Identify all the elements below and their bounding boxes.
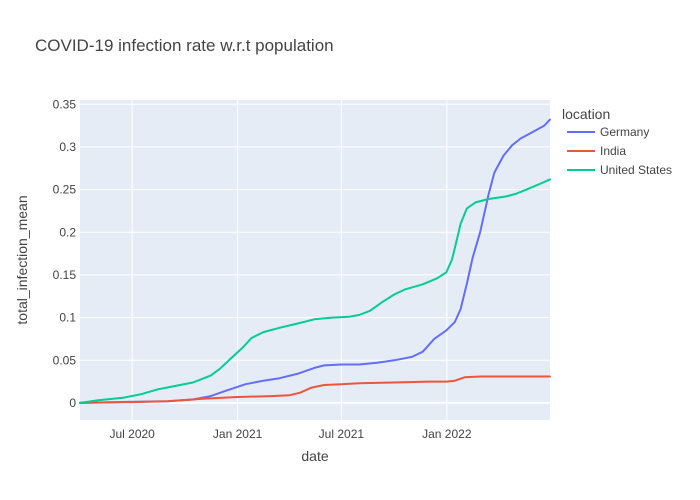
series-lines [79, 118, 551, 404]
x-axis-title: date [301, 448, 328, 464]
series-line-germany[interactable] [79, 118, 551, 404]
y-tick-label: 0.15 [53, 268, 77, 282]
plot-background [80, 100, 550, 420]
y-tick-label: 0.25 [53, 183, 77, 197]
legend-title: location [562, 106, 610, 122]
y-tick-label: 0.1 [59, 311, 76, 325]
y-tick-label: 0.05 [53, 353, 77, 367]
legend-label-germany[interactable]: Germany [600, 125, 649, 139]
x-tick-label: Jan 2021 [213, 427, 263, 441]
y-axis-ticks: 0 0.05 0.1 0.15 0.2 0.25 0.3 0.35 [53, 97, 77, 410]
x-tick-label: Jul 2020 [109, 427, 155, 441]
legend[interactable]: location Germany India United States [562, 106, 672, 177]
x-tick-label: Jul 2021 [319, 427, 365, 441]
x-tick-label: Jan 2022 [422, 427, 472, 441]
y-tick-label: 0.2 [59, 225, 76, 239]
series-line-india[interactable] [79, 375, 551, 404]
legend-label-united-states[interactable]: United States [600, 163, 672, 177]
legend-label-india[interactable]: India [600, 144, 626, 158]
series-line-united-states[interactable] [79, 178, 551, 404]
x-axis-ticks: Jul 2020 Jan 2021 Jul 2021 Jan 2022 [109, 427, 471, 441]
y-tick-label: 0 [69, 396, 76, 410]
gridlines [80, 100, 550, 420]
chart-title: COVID-19 infection rate w.r.t population [35, 36, 334, 55]
y-tick-label: 0.3 [59, 140, 76, 154]
y-axis-title: total_infection_mean [14, 195, 30, 324]
y-tick-label: 0.35 [53, 97, 77, 111]
